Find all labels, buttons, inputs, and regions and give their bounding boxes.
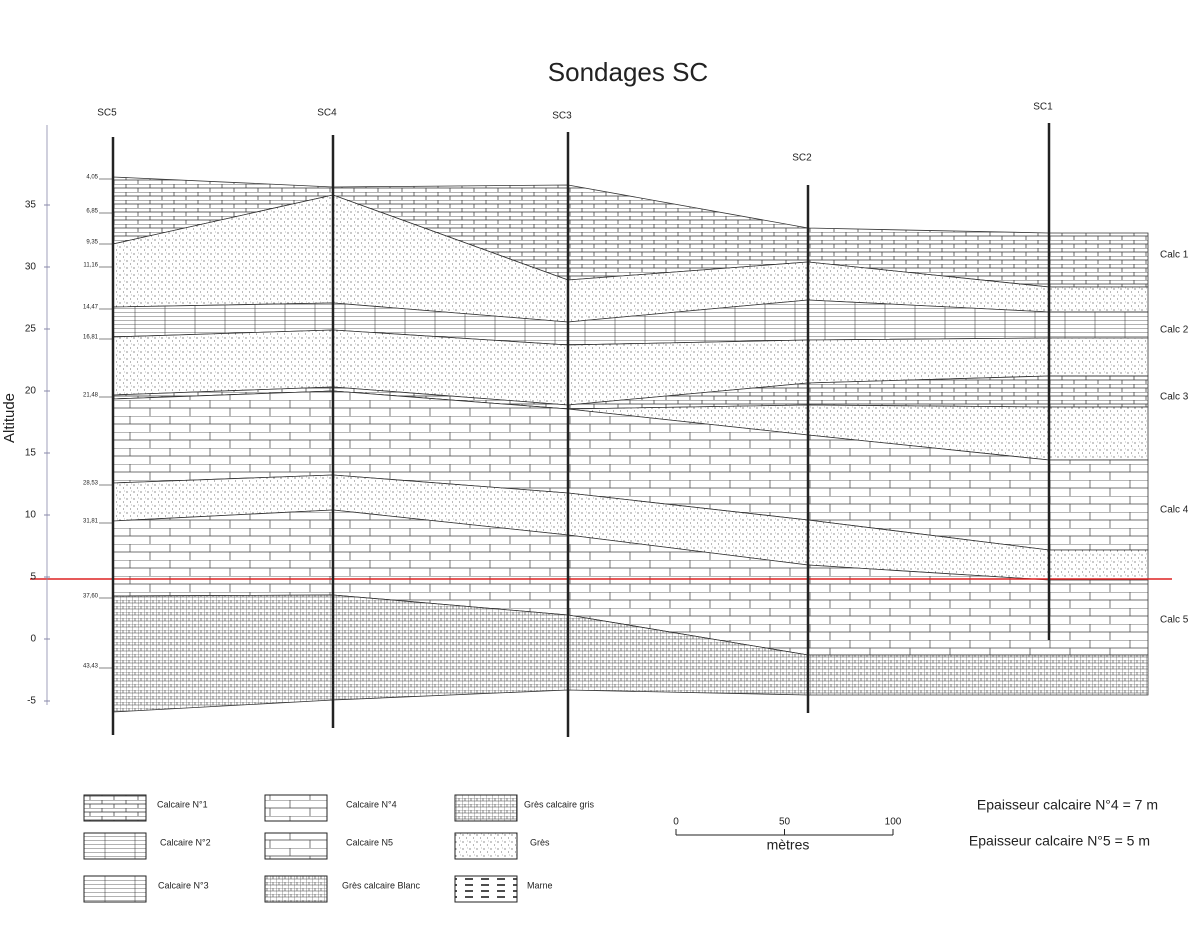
depth-label: 37,60 bbox=[83, 594, 99, 600]
y-tick-label: 5 bbox=[30, 572, 36, 583]
scale-tick-label: 100 bbox=[885, 817, 902, 828]
y-tick-label: 20 bbox=[25, 386, 37, 397]
legend-swatch bbox=[264, 875, 328, 903]
borehole-label: SC5 bbox=[97, 108, 117, 119]
legend-swatch bbox=[83, 794, 147, 822]
scale-tick-label: 0 bbox=[673, 817, 679, 828]
depth-label: 43,43 bbox=[83, 664, 99, 670]
depth-label: 31,81 bbox=[83, 519, 99, 525]
title: Sondages SC bbox=[548, 57, 708, 87]
unit-label: Calc 2 bbox=[1160, 325, 1189, 336]
legend-label: Grès calcaire gris bbox=[524, 799, 595, 809]
depth-label: 16,81 bbox=[83, 335, 99, 341]
y-tick-label: 35 bbox=[25, 200, 37, 211]
unit-label: Calc 3 bbox=[1160, 392, 1189, 403]
legend-swatch bbox=[454, 832, 518, 860]
legend-label: Calcaire N°3 bbox=[158, 880, 209, 890]
depth-label: 14,47 bbox=[83, 305, 99, 311]
depth-label: 9,35 bbox=[86, 240, 98, 246]
legend-swatch bbox=[264, 794, 328, 822]
unit-label: Calc 4 bbox=[1160, 505, 1189, 516]
legend-swatch bbox=[83, 875, 147, 903]
legend-label: Grès bbox=[530, 837, 550, 847]
unit-label: Calc 5 bbox=[1160, 615, 1189, 626]
y-tick-label: 25 bbox=[25, 324, 37, 335]
depth-label: 11,16 bbox=[83, 263, 98, 269]
legend-label: Calcaire N°1 bbox=[157, 799, 208, 809]
depth-label: 4,05 bbox=[86, 175, 98, 181]
legend-label: Calcaire N°4 bbox=[346, 799, 397, 809]
strata bbox=[112, 176, 1149, 713]
legend-label: Calcaire N°2 bbox=[160, 837, 211, 847]
legend-label: Marne bbox=[527, 880, 553, 890]
axis-label: Altitude bbox=[1, 393, 18, 443]
borehole-label: SC1 bbox=[1033, 102, 1053, 113]
depth-label: 28,53 bbox=[83, 481, 99, 487]
y-tick-label: 30 bbox=[25, 262, 37, 273]
legend-label: Grès calcaire Blanc bbox=[342, 880, 421, 890]
scale-unit: mètres bbox=[767, 837, 810, 853]
y-tick-label: 10 bbox=[25, 510, 37, 521]
legend-swatch bbox=[454, 794, 518, 822]
borehole-label: SC3 bbox=[552, 111, 572, 122]
y-tick-label: 15 bbox=[25, 448, 37, 459]
note: Epaisseur calcaire N°5 = 5 m bbox=[969, 833, 1150, 849]
depth-label: 6,85 bbox=[86, 209, 98, 215]
scale-tick-label: 50 bbox=[779, 817, 791, 828]
borehole-label: SC4 bbox=[317, 108, 337, 119]
legend-label: Calcaire N5 bbox=[346, 837, 393, 847]
borehole-label: SC2 bbox=[792, 153, 812, 164]
note: Epaisseur calcaire N°4 = 7 m bbox=[977, 797, 1158, 813]
depth-label: 21,48 bbox=[83, 393, 99, 399]
legend-swatch bbox=[454, 875, 518, 903]
y-tick-label: -5 bbox=[27, 696, 36, 707]
y-tick-label: 0 bbox=[30, 634, 36, 645]
legend-swatch bbox=[83, 832, 147, 860]
unit-label: Calc 1 bbox=[1160, 250, 1189, 261]
legend-swatch bbox=[264, 832, 328, 860]
